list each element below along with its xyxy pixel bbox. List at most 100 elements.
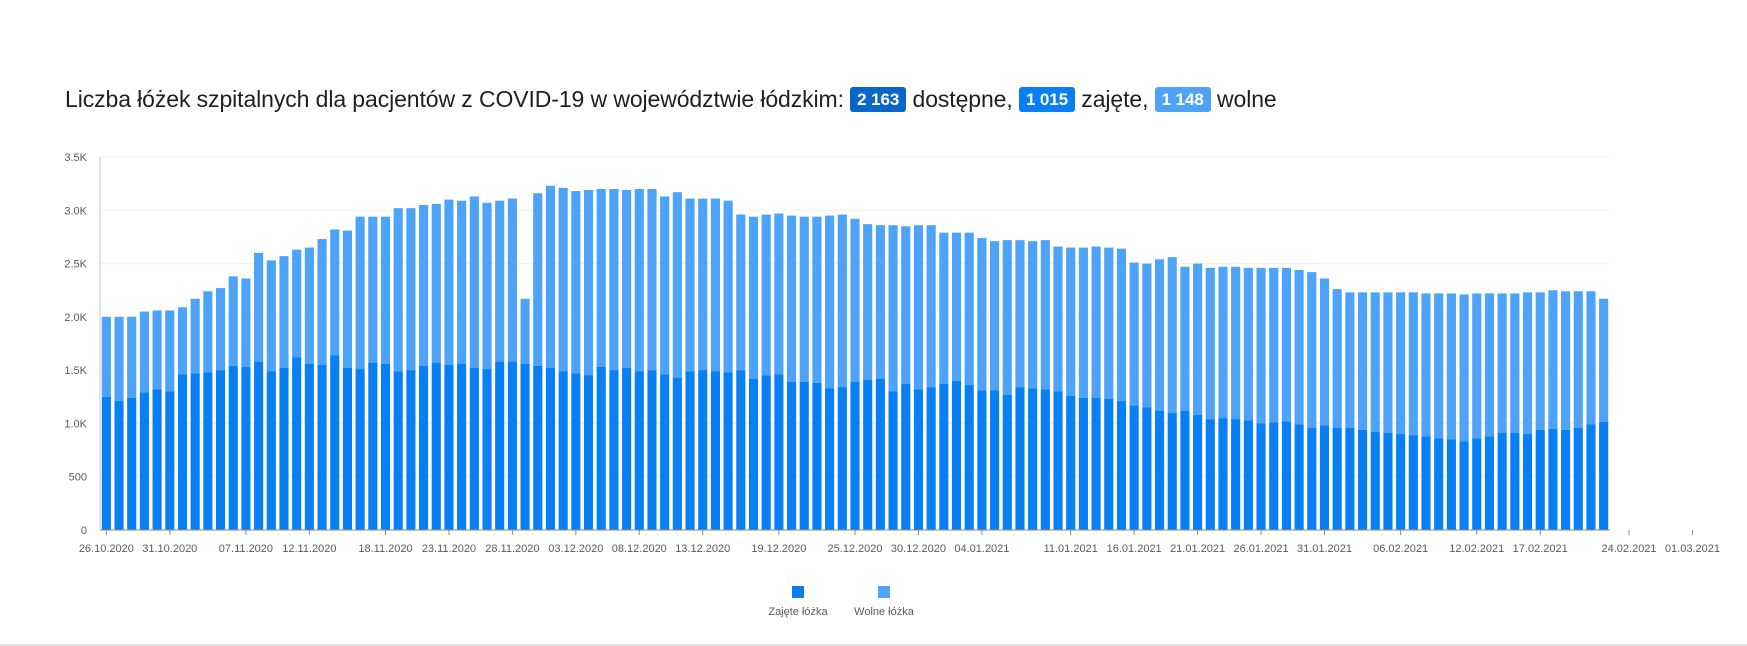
bar-occupied (304, 363, 314, 530)
bar-free (951, 232, 962, 381)
available-badge: 2 163 (850, 87, 907, 112)
bar-free (1370, 292, 1380, 432)
bar-free (304, 247, 314, 364)
bar-occupied (1015, 387, 1025, 530)
bar-free (990, 241, 1000, 391)
bar-occupied (748, 378, 759, 530)
y-tick-label: 2.5K (64, 259, 87, 271)
bar-free (1256, 267, 1266, 424)
bar-free (1446, 293, 1456, 440)
bar-occupied (1370, 431, 1380, 530)
bar-free (1281, 267, 1291, 422)
bar-occupied (1459, 441, 1469, 530)
bar-occupied (444, 364, 454, 530)
bar-free (1472, 293, 1482, 439)
bar-free (507, 198, 517, 362)
bar-free (431, 203, 441, 363)
bar-free (964, 232, 974, 386)
x-tick-label: 24.02.2021 (1602, 543, 1657, 555)
bar-occupied (1078, 397, 1088, 530)
bar-free (1319, 278, 1330, 426)
bar-free (177, 307, 188, 375)
bar-free (1421, 293, 1431, 437)
bar-free (622, 190, 632, 369)
y-tick-label: 1.0K (64, 418, 87, 430)
bar-free (228, 276, 238, 366)
x-tick-label: 03.12.2020 (548, 543, 603, 555)
bar-free (647, 188, 657, 371)
bar-occupied (393, 371, 403, 530)
bar-occupied (1434, 438, 1444, 530)
bar-occupied (736, 370, 746, 530)
x-tick-label: 21.01.2021 (1170, 543, 1225, 555)
bar-occupied (1269, 422, 1279, 530)
bar-free (850, 218, 860, 382)
bar-free (495, 200, 505, 362)
bar-occupied (647, 370, 657, 530)
bar-free (469, 196, 479, 369)
x-tick-label: 17.02.2021 (1513, 543, 1568, 555)
bar-occupied (786, 381, 797, 530)
bar-free (774, 213, 784, 375)
x-tick-label: 01.03.2021 (1665, 543, 1720, 555)
bar-occupied (926, 387, 936, 530)
bar-free (1573, 291, 1583, 428)
bar-free (355, 216, 365, 370)
bar-free (863, 224, 873, 380)
bar-free (1434, 293, 1444, 439)
bar-occupied (1472, 438, 1482, 530)
bar-occupied (888, 391, 898, 530)
bar-occupied (1307, 427, 1317, 530)
bar-free (165, 310, 175, 392)
bar-occupied (1205, 419, 1215, 530)
bar-occupied (1294, 424, 1304, 530)
bar-occupied (1345, 427, 1355, 530)
bar-occupied (520, 363, 530, 530)
bar-free (1028, 241, 1038, 389)
bar-occupied (1421, 436, 1431, 530)
bar-occupied (1396, 434, 1406, 530)
bar-free (1345, 292, 1355, 428)
occupied-badge: 1 015 (1018, 87, 1075, 112)
bar-occupied (152, 389, 162, 530)
bar-occupied (457, 363, 467, 530)
bar-occupied (419, 365, 429, 530)
bar-occupied (672, 377, 682, 530)
bar-occupied (609, 370, 619, 530)
bar-occupied (850, 381, 860, 530)
x-tick-label: 08.12.2020 (612, 543, 667, 555)
bar-occupied (571, 373, 581, 530)
bar-free (1129, 262, 1139, 406)
bar-occupied (1281, 421, 1291, 530)
bar-occupied (1167, 412, 1177, 530)
x-tick-label: 28.11.2020 (485, 543, 539, 555)
chart-title: Liczba łóżek szpitalnych dla pacjentów z… (65, 86, 1277, 113)
bar-occupied (685, 371, 695, 530)
bar-free (1040, 240, 1050, 390)
y-tick-label: 3.0K (64, 205, 87, 217)
bar-occupied (1408, 435, 1418, 530)
bar-free (926, 225, 936, 388)
bar-occupied (165, 391, 175, 530)
bar-free (1383, 292, 1393, 434)
bar-occupied (1383, 433, 1393, 530)
y-tick-label: 500 (69, 472, 87, 484)
bar-occupied (1002, 394, 1012, 530)
bar-occupied (228, 365, 238, 530)
bar-free (1218, 266, 1228, 419)
bar-occupied (901, 383, 911, 530)
bar-occupied (837, 387, 847, 530)
bar-occupied (964, 385, 974, 530)
bar-occupied (507, 361, 517, 530)
bar-free (1091, 246, 1101, 398)
bar-free (1497, 293, 1507, 434)
bar-occupied (380, 363, 391, 530)
bar-free (342, 230, 353, 369)
bar-free (939, 232, 949, 384)
bar-occupied (1586, 424, 1596, 530)
bar-free (786, 215, 797, 382)
bar-occupied (215, 370, 226, 530)
bar-free (736, 214, 746, 371)
bar-occupied (139, 392, 149, 530)
